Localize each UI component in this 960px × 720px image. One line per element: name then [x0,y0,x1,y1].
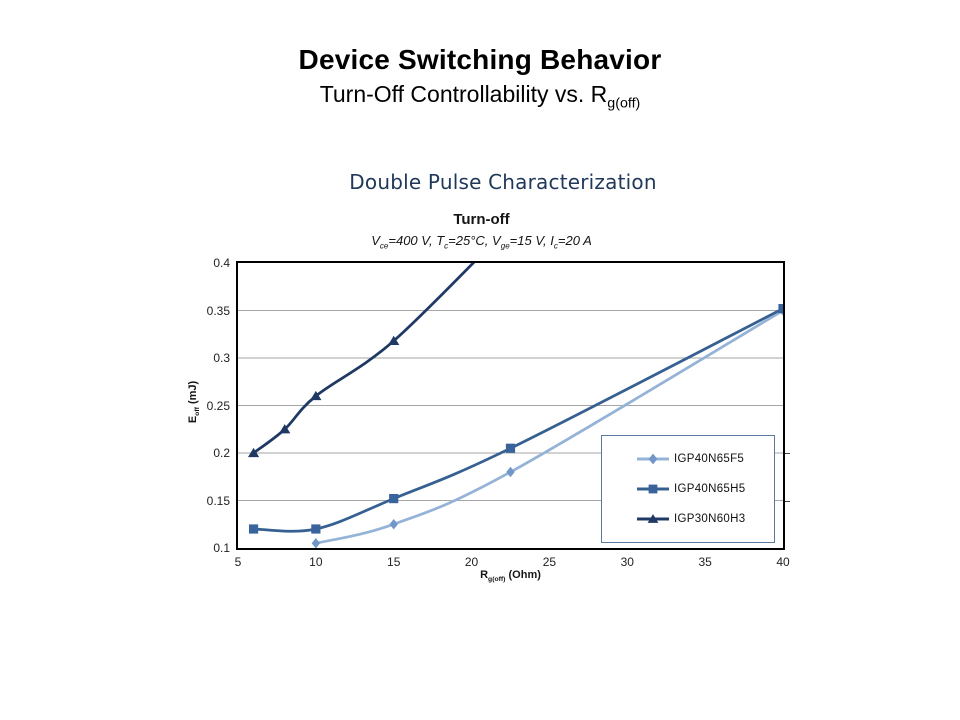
y-tick-label: 0.3 [213,351,230,365]
square-marker-icon [248,524,259,534]
triangle-marker-icon [247,447,260,458]
plot-area [236,261,785,550]
y-tick-label: 0.25 [206,398,230,413]
x-tick-label: 10 [309,555,323,569]
x-tick-label: 30 [620,555,634,569]
square-marker-icon [778,304,783,314]
chart-title: Turn-off [453,211,510,228]
legend: IGP40N65F5 IGP40N65H5 IGP30N60H3 [601,435,775,543]
square-marker-icon [505,443,516,453]
square-marker-icon [648,484,658,494]
x-axis-title: Rg(off) (Ohm) [480,569,541,584]
triangle-marker-icon [388,335,400,345]
right-tick [783,500,790,502]
legend-swatch-triangle-icon [637,514,669,523]
y-tick-label: 0.4 [213,256,230,270]
y-tick-label: 0.35 [206,303,230,318]
series-line-IGP40N65F5 [314,309,783,545]
right-tick [783,453,790,454]
diamond-marker-icon [311,538,321,548]
square-marker-icon [389,494,399,504]
chart-canvas [238,263,783,548]
legend-label: IGP30N60H3 [674,513,746,525]
legend-swatch-diamond-icon [637,453,669,465]
y-tick-label: 0.2 [213,446,230,460]
chart-conditions: Vce=400 V, Tc=25°C, Vge=15 V, Ic=20 A [371,233,592,251]
x-tick-label: 40 [776,555,790,569]
legend-label: IGP40N65F5 [674,453,745,465]
series-line-IGP30N60H3 [252,263,476,455]
diamond-marker-icon [648,453,658,465]
slide-title: Device Switching Behavior [298,44,662,75]
legend-item: IGP30N60H3 [602,512,774,526]
diamond-marker-icon [389,519,398,530]
triangle-marker-icon [279,424,291,434]
slide-subtitle: Turn-Off Controllability vs. Rg(off) [319,81,641,112]
triangle-marker-icon [310,390,322,401]
y-tick-label: 0.1 [213,541,230,555]
square-marker-icon [311,524,321,534]
legend-item: IGP40N65H5 [602,482,774,496]
triangle-marker-icon [647,514,659,523]
diamond-marker-icon [506,466,515,478]
x-tick-label: 35 [698,555,712,569]
legend-item: IGP40N65F5 [602,452,774,466]
x-tick-label: 15 [387,555,401,569]
x-tick-label: 20 [464,555,479,569]
legend-swatch-square-icon [637,484,669,494]
x-tick-label: 25 [542,555,557,569]
legend-label: IGP40N65H5 [674,483,746,495]
x-tick-label: 5 [234,555,242,569]
section-heading: Double Pulse Characterization [349,170,657,194]
y-tick-label: 0.15 [206,493,230,508]
